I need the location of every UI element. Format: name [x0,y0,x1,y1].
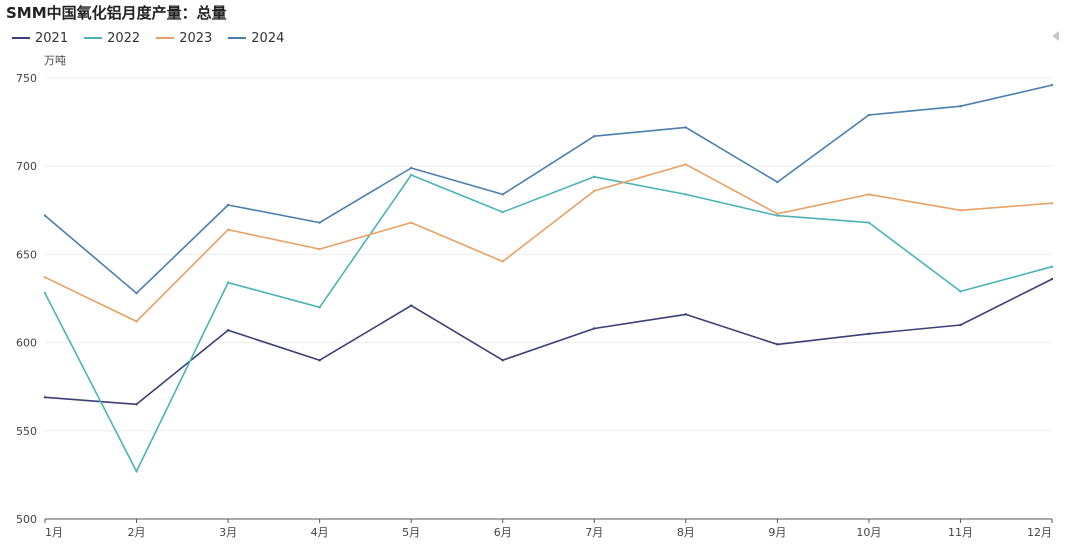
chart-legend: 2021 2022 2023 2024 [12,29,300,47]
data-point-2021-12 [1050,277,1054,281]
x-tick-label: 5月 [402,526,420,539]
data-point-2023-3 [226,228,230,231]
legend-swatch-2021 [12,37,30,39]
data-point-2023-11 [959,209,962,212]
data-point-2021-2 [135,403,138,406]
data-point-2023-10 [867,193,871,196]
data-point-2021-8 [684,313,688,316]
y-tick-label: 750 [16,72,37,85]
y-tick-label: 550 [16,425,37,438]
x-tick-label: 2月 [128,526,146,539]
data-point-2024-3 [226,203,230,207]
legend-label-2021: 2021 [35,30,69,46]
x-tick-label: 3月 [219,526,237,539]
legend-swatch-2024 [228,37,247,39]
data-point-2022-7 [593,175,596,178]
data-point-2023-9 [776,212,779,216]
data-point-2021-6 [501,359,504,362]
data-point-2023-5 [409,221,413,224]
data-point-2021-7 [593,327,596,330]
data-point-2021-10 [867,332,871,335]
data-point-2021-3 [226,329,230,332]
y-tick-label: 500 [16,513,37,526]
data-point-2023-12 [1050,202,1054,205]
x-tick-label: 11月 [948,526,973,539]
x-tick-label: 7月 [585,526,603,539]
data-point-2022-4 [318,306,321,309]
data-point-2022-6 [501,210,504,214]
data-point-2024-8 [684,126,688,129]
data-point-2024-5 [409,166,413,170]
legend-item-2024[interactable]: 2024 [228,31,284,46]
data-point-2023-7 [593,189,596,193]
series-line-2023 [44,163,1053,323]
x-tick-label: 4月 [311,526,329,539]
legend-label-2024: 2024 [251,30,285,46]
x-tick-label: 8月 [677,526,695,539]
data-point-2023-6 [501,260,504,263]
data-point-2024-7 [593,135,596,138]
legend-scroll-left-icon[interactable] [1052,31,1059,41]
data-point-2024-9 [776,180,779,184]
x-tick-label: 10月 [856,526,881,539]
data-point-2022-3 [226,281,230,284]
data-point-2024-11 [959,105,962,108]
y-axis-unit-label: 万吨 [44,54,66,67]
data-point-2024-12 [1050,83,1054,87]
data-point-2023-8 [684,163,688,166]
data-point-2022-8 [684,193,688,196]
data-point-2022-11 [959,290,962,293]
x-tick-label: 12月 [1027,526,1052,539]
x-tick-label: 9月 [768,526,786,539]
data-point-2024-10 [867,113,871,117]
series-line-2021 [44,278,1053,406]
y-tick-label: 600 [16,337,37,350]
y-tick-label: 700 [16,160,37,173]
data-point-2021-4 [318,359,321,362]
data-point-2021-1 [43,396,47,399]
data-point-2024-4 [318,221,321,224]
legend-item-2022[interactable]: 2022 [84,31,140,46]
chart-title: SMM中国氧化铝月度产量：总量 [6,4,227,22]
legend-label-2022: 2022 [107,30,141,46]
data-point-2023-2 [135,320,138,323]
data-point-2021-5 [409,304,413,307]
data-point-2022-2 [135,470,138,473]
legend-item-2023[interactable]: 2023 [156,31,212,46]
y-tick-label: 650 [16,248,37,261]
data-point-2023-1 [43,276,47,279]
legend-swatch-2022 [84,37,103,39]
data-point-2023-4 [318,247,321,251]
series-line-2024 [44,84,1053,295]
data-point-2024-1 [43,214,47,217]
x-tick-label: 1月 [45,526,63,539]
legend-swatch-2023 [156,37,175,39]
data-point-2022-10 [867,221,871,224]
x-tick-label: 6月 [494,526,512,539]
legend-label-2023: 2023 [179,30,213,46]
data-point-2021-11 [959,323,962,327]
data-point-2022-5 [409,173,413,177]
data-point-2022-9 [776,214,779,217]
data-point-2024-6 [501,193,504,196]
data-point-2024-2 [135,292,138,295]
legend-item-2021[interactable]: 2021 [12,31,68,46]
series-line-2022 [44,174,1053,473]
data-point-2022-12 [1050,265,1054,268]
data-point-2022-1 [43,292,47,295]
data-point-2021-9 [776,343,779,346]
